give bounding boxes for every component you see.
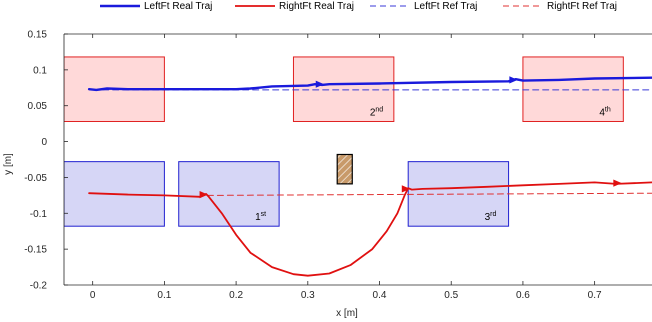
direction-arrow [509, 76, 518, 84]
right-foothold-number: 3 [485, 212, 491, 223]
trajectory-arrows [199, 76, 622, 199]
left-foothold-box [522, 56, 624, 122]
left-foothold-suffix: th [605, 106, 611, 113]
y-axis-label: y [m] [3, 153, 14, 175]
left-foothold-number: 2 [370, 107, 376, 118]
right-foothold-suffix: st [261, 211, 267, 218]
legend: LeftFt Real Traj RightFt Real Traj LeftFt … [100, 1, 617, 12]
legend-label: RightFt Real Traj [279, 1, 354, 12]
x-tick-label: 0.4 [373, 290, 387, 301]
obstacle [336, 153, 353, 185]
left-foothold-label: 4th [599, 106, 611, 118]
left-foothold-number: 4 [599, 107, 605, 118]
legend-label: LeftFt Ref Traj [414, 1, 477, 12]
direction-arrow [199, 191, 208, 199]
left-foothold-box [292, 56, 395, 122]
direction-arrow [613, 179, 622, 187]
left-foothold-suffix: nd [375, 106, 383, 113]
y-tick-label: -0.15 [24, 245, 47, 256]
plot-area: 2nd 4th 1st 3rd [64, 56, 652, 277]
right-foothold-label: 3rd [485, 211, 497, 223]
x-tick-label: 0.1 [157, 290, 171, 301]
y-tick-label: -0.05 [24, 173, 47, 184]
foothold-labels: 2nd 4th 1st 3rd [255, 106, 611, 223]
x-axis-label: x [m] [336, 308, 358, 319]
right-foot-real-line [88, 181, 652, 277]
y-tick-label: 0.15 [28, 30, 48, 41]
axes: 0 0.1 0.2 0.3 0.4 0.5 0.6 0.7 0.15 0.1 0.05 0 -0.05 -… [24, 30, 652, 301]
obstacle-block [336, 153, 353, 185]
y-tick-label: 0.05 [28, 101, 48, 112]
direction-arrow [401, 185, 411, 193]
x-tick-label: 0.3 [301, 290, 315, 301]
x-tick-label: 0.2 [229, 290, 243, 301]
right-foothold-number: 1 [255, 212, 261, 223]
x-tick-label: 0.5 [444, 290, 458, 301]
foothold-boxes [64, 56, 624, 227]
y-tick-label: -0.2 [30, 281, 48, 292]
y-tick-label: -0.1 [30, 209, 48, 220]
y-tick-label: 0.1 [33, 65, 47, 76]
legend-label: LeftFt Real Traj [144, 1, 212, 12]
left-foothold-label: 2nd [370, 106, 383, 118]
left-foot-real-line [87, 76, 652, 92]
right-foothold-box [178, 161, 280, 227]
y-tick-label: 0 [41, 137, 47, 148]
x-tick-label: 0.7 [588, 290, 602, 301]
trajectory-lines [87, 76, 652, 277]
right-foothold-suffix: rd [490, 211, 496, 218]
x-tick-label: 0.6 [516, 290, 530, 301]
legend-label: RightFt Ref Traj [547, 1, 617, 12]
right-foot-ref-line [206, 192, 652, 196]
right-foothold-label: 1st [255, 211, 266, 223]
x-tick-label: 0 [90, 290, 96, 301]
direction-arrow [315, 80, 325, 88]
